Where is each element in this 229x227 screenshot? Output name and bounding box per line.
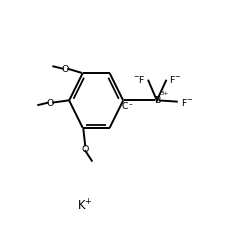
- Text: B: B: [154, 95, 160, 104]
- Text: F$^{-}$: F$^{-}$: [169, 73, 181, 84]
- Text: O: O: [47, 99, 54, 108]
- Text: $^{-}$: $^{-}$: [128, 102, 133, 108]
- Text: $^{-}$F: $^{-}$F: [133, 73, 146, 84]
- Text: C: C: [121, 101, 128, 111]
- Text: O: O: [62, 65, 69, 74]
- Text: F$^{-}$: F$^{-}$: [181, 97, 193, 108]
- Text: K$^{+}$: K$^{+}$: [77, 198, 93, 213]
- Text: 3+: 3+: [161, 91, 169, 96]
- Text: O: O: [81, 144, 89, 153]
